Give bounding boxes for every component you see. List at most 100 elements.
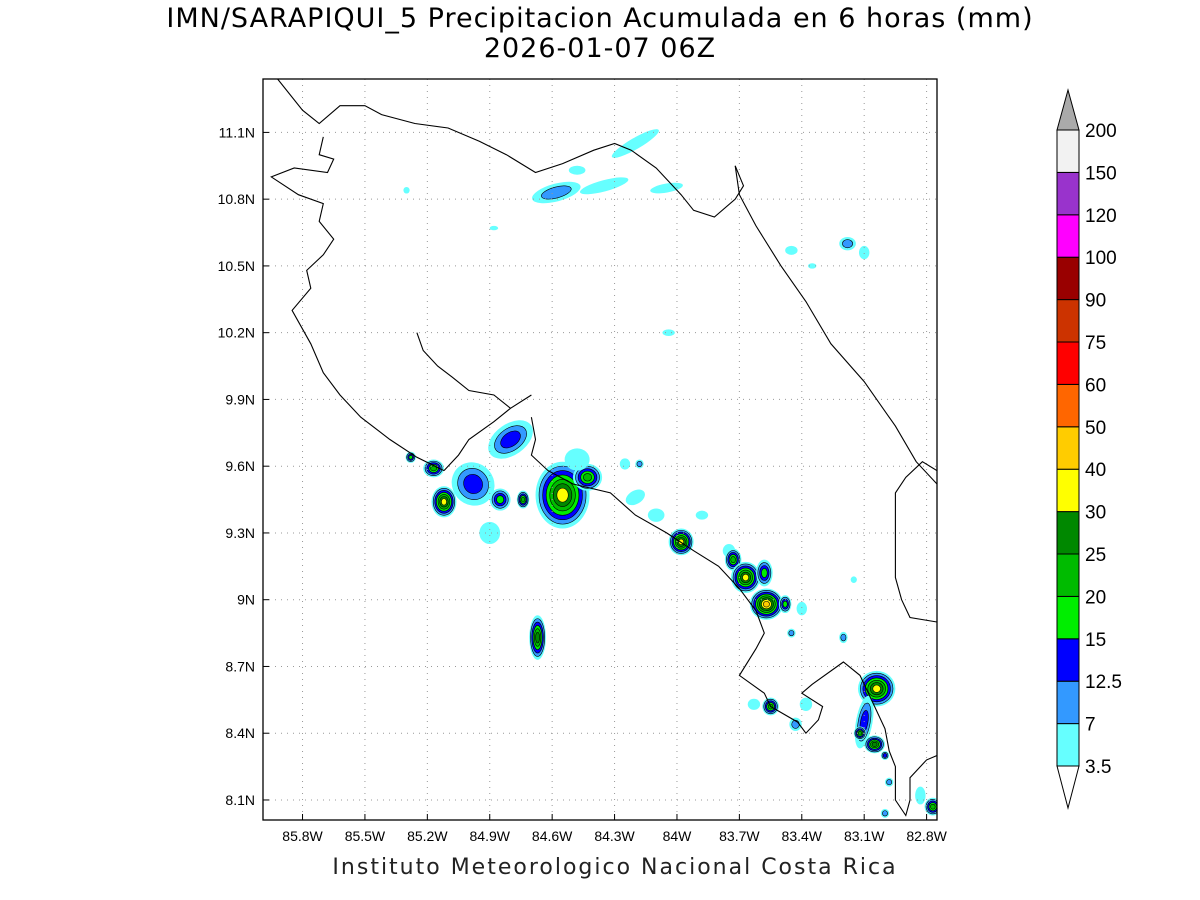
colorbar-level-label: 15 — [1085, 630, 1106, 651]
rain-cell — [884, 777, 894, 787]
rain-cell — [880, 808, 890, 818]
x-tick-label: 85.8W — [282, 828, 323, 844]
x-tick-label: 84.3W — [594, 828, 635, 844]
colorbar-swatch — [1056, 553, 1080, 597]
rain-contour-level-6 — [871, 741, 878, 747]
colorbar-level-label: 90 — [1085, 291, 1106, 312]
y-tick-label: 10.8N — [218, 191, 255, 207]
x-tick-label: 84.9W — [470, 828, 511, 844]
rain-cell — [839, 236, 856, 251]
rain-contour-level-1 — [785, 245, 798, 255]
rain-contour-level-1 — [807, 263, 817, 269]
x-tick-label: 85.2W — [407, 828, 448, 844]
colorbar-level-label: 12.5 — [1085, 672, 1122, 693]
rain-cell — [451, 462, 495, 506]
colorbar-level-label: 200 — [1085, 121, 1117, 142]
rain-cell — [479, 521, 501, 545]
rain-contour-level-1 — [625, 489, 645, 506]
colorbar-level-label: 3.5 — [1085, 757, 1111, 778]
rain-contour-level-1 — [568, 165, 586, 175]
colorbar-level-label: 20 — [1085, 587, 1106, 608]
rain-contour-level-7 — [556, 487, 569, 503]
colorbar-level-label: 60 — [1085, 375, 1106, 396]
rain-cell — [756, 559, 773, 587]
y-tick-label: 9.9N — [225, 391, 255, 407]
colorbar-swatch — [1056, 214, 1080, 258]
rain-cell — [850, 576, 857, 583]
rain-contour-level-7 — [441, 498, 447, 506]
rain-contour-level-3 — [500, 430, 521, 449]
rain-cell — [535, 461, 590, 529]
colorbar-level-label: 25 — [1085, 545, 1106, 566]
rain-contour-level-1 — [611, 129, 659, 158]
rain-cell — [915, 786, 926, 805]
rain-cell — [778, 595, 792, 614]
rain-contour-level-2 — [886, 779, 893, 786]
rain-cell — [489, 225, 499, 231]
rain-cell — [839, 631, 848, 644]
coastline-segment — [416, 332, 511, 409]
colorbar-swatch — [1056, 256, 1080, 301]
colorbar-level-label: 30 — [1085, 503, 1106, 524]
colorbar-level-label: 100 — [1085, 248, 1117, 269]
y-tick-label: 9.3N — [225, 525, 255, 541]
colorbar-swatch — [1056, 638, 1080, 682]
rain-contour-level-7 — [872, 684, 881, 693]
rain-cell — [647, 508, 665, 522]
longitude-axis: 85.8W 85.5W 85.2W 84.9W 84.6W 84.3W 84W 83.7W 83… — [282, 814, 948, 844]
rain-contour-level-5 — [930, 803, 936, 810]
colorbar-level-label: 40 — [1085, 460, 1106, 481]
colorbar-swatch — [1056, 171, 1080, 216]
colorbar-min-triangle — [1056, 765, 1080, 810]
colorbar-max-triangle — [1056, 88, 1080, 131]
rain-cell — [749, 588, 784, 620]
rain-cell — [516, 490, 530, 509]
colorbar-level-label: 7 — [1085, 715, 1096, 736]
y-tick-label: 11.1N — [219, 124, 255, 140]
colorbar-swatch — [1056, 680, 1080, 725]
rain-cell — [785, 245, 798, 255]
rain-cell — [695, 510, 709, 520]
colorbar-swatch — [1056, 383, 1080, 428]
rain-cell — [568, 165, 586, 175]
colorbar-swatch — [1056, 595, 1080, 640]
y-tick-label: 8.4N — [225, 725, 255, 741]
colorbar-level-label: 50 — [1085, 418, 1106, 439]
rain-cell — [403, 186, 410, 194]
rain-contour-level-1 — [650, 182, 683, 194]
rain-cell — [635, 459, 644, 469]
rain-contour-level-2 — [636, 460, 643, 467]
colorbar-swatch — [1056, 511, 1080, 555]
map-frame — [262, 78, 938, 821]
rain-contour-level-2 — [840, 633, 847, 642]
rain-cell — [611, 129, 659, 158]
lat-lon-grid — [263, 79, 937, 820]
x-tick-label: 83.7W — [719, 828, 760, 844]
rain-contour-level-4 — [408, 455, 413, 460]
rain-contour-level-5 — [730, 556, 736, 564]
rain-contour-level-1 — [647, 508, 665, 522]
x-tick-label: 84W — [663, 828, 693, 844]
rain-cell — [489, 488, 511, 511]
coastline-layer — [270, 79, 937, 817]
colorbar-level-label: 120 — [1085, 206, 1117, 227]
rain-cell — [488, 420, 533, 459]
rain-contour-level-4 — [496, 495, 505, 504]
rain-contour-level-2 — [842, 239, 853, 249]
rain-cell — [431, 486, 457, 518]
colorbar-swatch — [1056, 468, 1080, 513]
rain-contour-level-4 — [782, 600, 788, 608]
colorbar-swatch — [1056, 341, 1080, 385]
rain-cell — [880, 750, 890, 760]
rain-contour-level-1 — [489, 225, 499, 231]
y-tick-label: 10.2N — [218, 325, 255, 341]
rain-contour-level-1 — [479, 521, 501, 545]
rain-contour-level-1 — [850, 576, 857, 583]
rain-cell — [532, 181, 581, 204]
x-tick-label: 83.1W — [844, 828, 885, 844]
rain-contour-level-5 — [857, 731, 863, 736]
coastline-segment — [277, 79, 745, 218]
map-subtitle-date: 2026-01-07 06Z — [483, 33, 717, 64]
rain-cell — [864, 735, 885, 754]
y-tick-label: 8.1N — [225, 792, 255, 808]
